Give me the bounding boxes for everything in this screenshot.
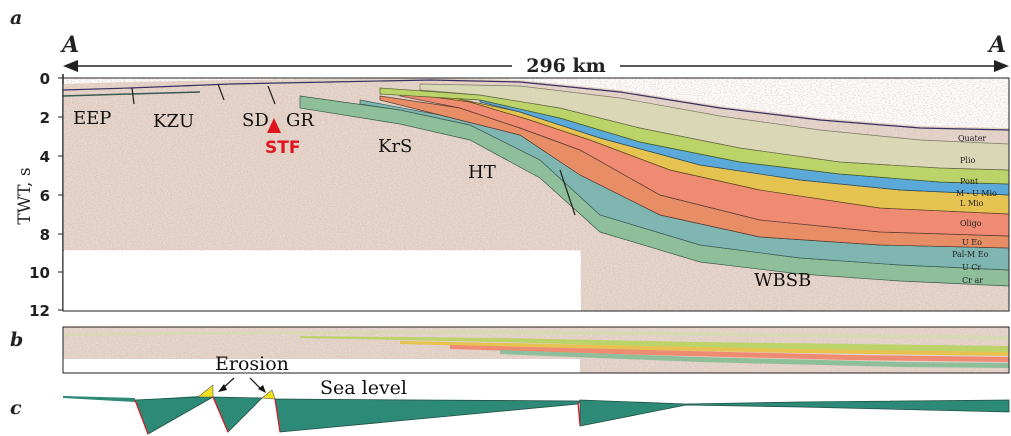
fault-4 (559, 169, 576, 216)
panel-b-pontian (300, 336, 1009, 352)
region-stf: STF (265, 138, 300, 158)
region-krs: KrS (378, 136, 412, 157)
profile-start-label: A (60, 32, 79, 58)
unit-labels: Quater Plio Pont M - U Mio L Mio Oligo U… (952, 134, 997, 285)
unit-u-eo: U Eo (962, 238, 982, 247)
panel-c-wedges (62, 384, 1010, 435)
unit-l-mio: L Mio (960, 199, 984, 208)
region-ht: HT (468, 162, 496, 183)
panel-b-oligocene (450, 345, 1009, 362)
unit-u-cr: U Cr (962, 263, 981, 272)
shelf-reflector (63, 91, 201, 97)
region-eep: EEP (73, 108, 111, 129)
erosion-wedge-2 (261, 389, 276, 400)
seismic-section (63, 78, 1009, 311)
y-tick-6: 6 (40, 187, 50, 205)
fault-3 (267, 85, 276, 105)
unit-pal-m-eo: Pal-M Eo (952, 250, 989, 259)
panel-b-miocene (400, 341, 1009, 356)
region-kzu: KZU (153, 111, 194, 132)
fault-c-2 (212, 396, 229, 433)
fault-2 (217, 83, 225, 101)
panel-b-cretaceous (500, 350, 1009, 368)
wedge-0 (63, 396, 135, 401)
unit-m-u-mio: M - U Mio (956, 189, 997, 198)
unit-plio: Plio (960, 156, 976, 165)
panel-a-letter: a (10, 7, 22, 29)
layer-pliocene (419, 83, 1009, 171)
panel-b-no-data (63, 359, 580, 374)
distance-label: 296 km (526, 55, 606, 77)
wedge-4 (579, 399, 1010, 427)
stf-marker (267, 118, 281, 133)
y-tick-4: 4 (40, 148, 50, 166)
no-data-region (63, 251, 580, 311)
panel-b-frame (62, 326, 1010, 374)
unit-cr-ar: Cr ar (962, 276, 983, 285)
y-tick-8: 8 (40, 226, 50, 244)
fault-c-1 (134, 399, 149, 435)
y-axis-label: TWT, s (15, 167, 35, 224)
erosion-wedge-1 (197, 384, 214, 398)
region-sd: SD (242, 110, 269, 131)
panel-a-frame (62, 77, 1010, 312)
region-gr: GR (286, 110, 314, 131)
y-tick-12: 12 (29, 302, 50, 320)
fault-c-3 (274, 398, 281, 433)
profile-end-label: A (987, 32, 1006, 58)
panel-c-letter: c (10, 397, 22, 419)
seafloor-reflector (63, 79, 1009, 131)
erosion-arrows (218, 377, 266, 393)
fault-c-4 (577, 401, 581, 427)
y-tick-0: 0 (40, 70, 50, 88)
wedge-3 (274, 398, 581, 433)
region-wbsb: WBSB (754, 270, 811, 291)
panel-b-letter: b (10, 329, 23, 351)
unit-quater: Quater (958, 134, 986, 143)
y-tick-10: 10 (29, 264, 50, 282)
y-tick-2: 2 (40, 109, 50, 127)
erosion-label: Erosion (215, 353, 289, 375)
sea-level-label: Sea level (320, 377, 407, 399)
distance-arrow (63, 60, 1009, 72)
unit-pont: Pont (960, 177, 979, 186)
fault-1 (131, 87, 135, 105)
wedge-1 (134, 396, 215, 435)
panel-b-top-layer (63, 330, 1009, 340)
unit-oligo: Oligo (960, 219, 982, 228)
